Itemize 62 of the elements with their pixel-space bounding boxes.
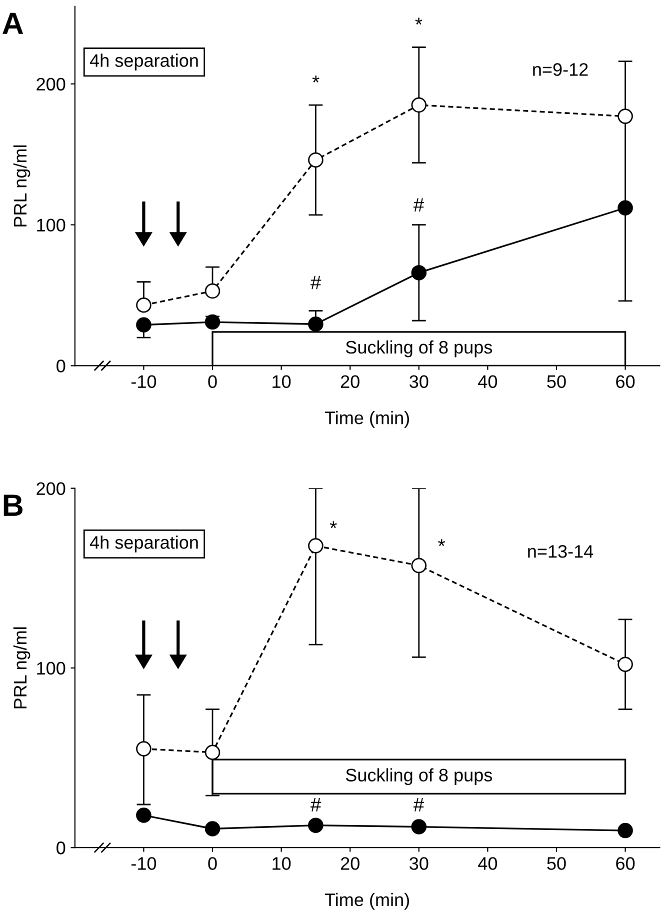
x-tick-label: -10 [131, 375, 156, 388]
point [618, 200, 633, 216]
point [136, 741, 152, 756]
annotation: * [438, 539, 446, 546]
x-tick-label: 10 [272, 375, 291, 388]
band-label: Suckling of 8 pups [346, 768, 492, 786]
point [308, 538, 324, 554]
point [136, 317, 152, 332]
y-axis-title: PRL ng/ml [13, 627, 30, 708]
point [136, 297, 152, 313]
x-tick-label: 0 [208, 375, 217, 388]
annotation: 4h separation [90, 54, 198, 70]
point [411, 97, 427, 113]
point [308, 316, 324, 332]
x-tick-label: 50 [547, 857, 566, 870]
y-tick-label: 200 [36, 482, 66, 496]
point [308, 152, 324, 168]
annotation: # [413, 798, 424, 812]
x-tick-label: 10 [272, 857, 291, 870]
point [204, 744, 220, 760]
point [411, 558, 427, 574]
annotation: n=13-14 [528, 545, 594, 558]
x-tick-label: 20 [340, 857, 360, 870]
annotation: * [415, 18, 422, 25]
annotation: # [310, 276, 322, 290]
chart-title: B [4, 494, 22, 516]
annotation: # [413, 198, 424, 212]
point [618, 822, 633, 838]
x-tick-label: 40 [478, 857, 498, 870]
y-tick-label: 0 [56, 360, 66, 372]
point [618, 108, 633, 124]
x-axis-title: Time (min) [324, 411, 409, 428]
x-tick-label: 40 [478, 375, 498, 388]
x-tick-label: -10 [131, 857, 156, 870]
y-tick-label: 100 [37, 662, 66, 675]
point [204, 283, 220, 299]
band-label: Suckling of 8 pups [346, 340, 492, 358]
y-axis-title: PRL ng/ml [13, 145, 30, 226]
point [618, 656, 633, 672]
point [308, 818, 324, 833]
x-tick-label: 20 [340, 375, 360, 388]
y-tick-label: 0 [56, 842, 66, 854]
x-tick-label: 30 [410, 857, 428, 870]
chart-title: A [2, 12, 24, 34]
x-tick-label: 0 [208, 857, 217, 870]
y-tick-label: 200 [36, 78, 66, 91]
x-tick-label: 60 [616, 375, 635, 388]
x-tick-label: 50 [547, 375, 566, 388]
x-axis-title: Time (min) [324, 892, 409, 910]
point [136, 808, 152, 823]
point [411, 265, 427, 280]
annotation: * [330, 521, 337, 528]
annotation: * [312, 76, 320, 82]
x-tick-label: 30 [410, 375, 428, 388]
annotation: n=9-12 [533, 63, 588, 76]
annotation: 4h separation [90, 536, 198, 552]
point [204, 314, 220, 330]
y-tick-label: 100 [37, 218, 66, 232]
annotation: # [310, 798, 322, 812]
point [411, 819, 427, 834]
point [204, 821, 220, 836]
x-tick-label: 60 [616, 857, 635, 870]
